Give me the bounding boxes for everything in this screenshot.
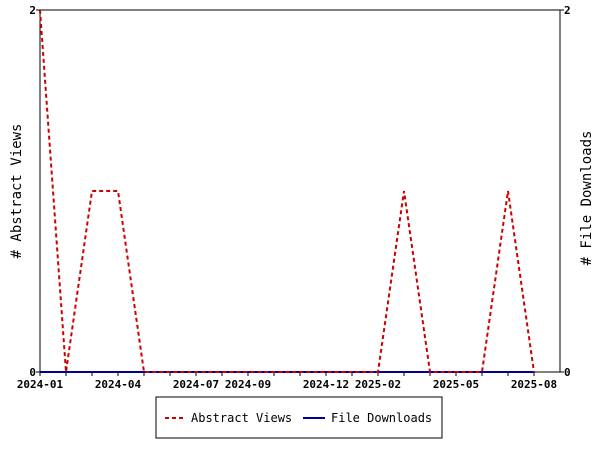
left-y-axis-label: # Abstract Views (9, 124, 25, 259)
left-y-tick-bottom: 0 (29, 366, 36, 379)
x-tick-label: 2025-02 (355, 378, 401, 391)
series-layer (39, 9, 535, 373)
right-y-tick-bottom: 0 (564, 366, 571, 379)
x-tick-label: 2024-12 (303, 378, 349, 391)
x-tick-label: 2025-05 (433, 378, 479, 391)
right-y-tick-top: 2 (564, 4, 571, 17)
legend-label-abstract-views: Abstract Views (191, 411, 292, 425)
legend-box (155, 396, 443, 439)
x-axis-ticks: 2024-01 2024-04 2024-07 2024-09 2024-12 2025-… (17, 372, 557, 391)
x-tick-label: 2024-04 (95, 378, 142, 391)
legend: Abstract Views File Downloads (155, 396, 443, 439)
left-y-tick-top: 2 (29, 4, 36, 17)
right-y-axis-label: # File Downloads (579, 131, 595, 266)
series-line-abstract-views (39, 9, 535, 373)
x-tick-label: 2024-07 (173, 378, 219, 391)
x-tick-label: 2024-09 (225, 378, 271, 391)
x-tick-label: 2025-08 (511, 378, 557, 391)
plot-area (39, 9, 561, 373)
x-tick-label: 2024-01 (17, 378, 64, 391)
legend-label-file-downloads: File Downloads (331, 411, 432, 425)
